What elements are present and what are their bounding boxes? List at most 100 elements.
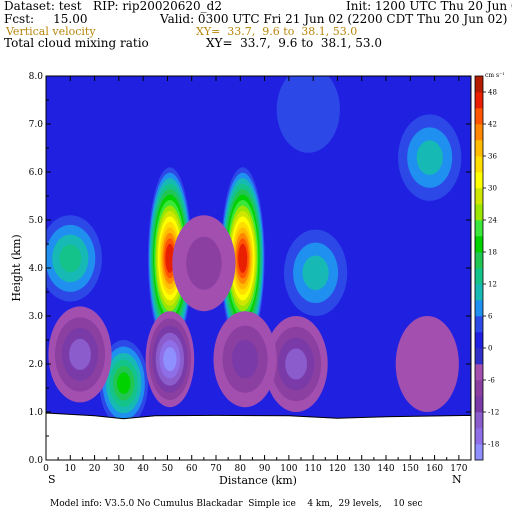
x-axis-ticks: 0 10 20 30 40 50 60 70 80 90 100 110 120 130 140 150 160… — [43, 76, 468, 474]
colorbar-swatch — [475, 444, 483, 461]
colorbar-swatch — [475, 220, 483, 237]
colorbar-swatch — [475, 396, 483, 413]
colorbar-swatch — [475, 316, 483, 333]
contour-level — [232, 340, 259, 379]
colorbar-tick-label: 36 — [488, 153, 497, 161]
colorbar-swatch — [475, 156, 483, 173]
colorbar-swatch — [475, 364, 483, 381]
feature-downdraft-9 — [264, 316, 328, 412]
valid-time-label: Valid: 0300 UTC Fri 21 Jun 02 (2200 CDT … — [160, 12, 508, 26]
colorbar-tick-label: 18 — [488, 249, 497, 257]
contour-level — [276, 76, 340, 153]
y-tick-label: 3.0 — [29, 312, 44, 322]
contour-level — [395, 316, 459, 412]
y-axis-title: Height (km) — [10, 234, 23, 301]
field1-name: Vertical velocity — [6, 25, 96, 38]
feature-updraft-2 — [99, 340, 148, 427]
feature-downdraft-12 — [395, 316, 459, 412]
colorbar-unit-label: cm s⁻¹ — [485, 72, 505, 79]
x-tick-label: 170 — [450, 464, 467, 474]
x-tick-label: 80 — [235, 464, 247, 474]
contour-level — [69, 338, 91, 370]
contour-level — [416, 140, 443, 175]
colorbar-tick-label: 0 — [488, 345, 492, 353]
colorbar-tick-label: 48 — [488, 89, 497, 97]
colorbar-tick-label: 6 — [488, 313, 493, 321]
x-tick-label: 60 — [186, 464, 198, 474]
north-end-label: N — [452, 473, 462, 486]
init-time-label: Init: 1200 UTC Thu 20 Jun 02 — [346, 0, 512, 13]
x-tick-label: 70 — [210, 464, 222, 474]
terrain-profile — [45, 412, 472, 461]
feature-downdraft-10 — [213, 311, 277, 408]
colorbar-swatch — [475, 76, 483, 93]
colorbar-swatch — [475, 172, 483, 189]
colorbar-swatch — [475, 380, 483, 397]
colorbar-swatch — [475, 268, 483, 285]
field2-xy: XY= 33.7, 9.6 to 38.1, 53.0 — [206, 36, 382, 50]
south-end-label: S — [48, 473, 56, 486]
field2-name: Total cloud mixing ratio — [4, 36, 149, 50]
y-tick-label: 2.0 — [29, 360, 44, 370]
contour-level — [165, 243, 175, 273]
x-tick-label: 10 — [65, 464, 77, 474]
x-axis-title: Distance (km) — [219, 474, 297, 487]
y-tick-label: 5.0 — [29, 216, 44, 226]
colorbar-swatch — [475, 124, 483, 141]
colorbar-swatch — [475, 284, 483, 301]
feature-updraft-1 — [220, 167, 265, 350]
contour-level — [117, 372, 131, 395]
x-tick-label: 120 — [329, 464, 346, 474]
colorbar-swatch — [475, 188, 483, 205]
x-tick-label: 150 — [402, 464, 419, 474]
y-tick-label: 6.0 — [29, 168, 44, 178]
x-tick-label: 160 — [426, 464, 443, 474]
y-tick-label: 4.0 — [29, 264, 44, 274]
y-tick-label: 7.0 — [29, 120, 44, 130]
x-tick-label: 90 — [259, 464, 271, 474]
contour-level — [163, 347, 177, 372]
colorbar-swatch — [475, 332, 483, 349]
x-tick-label: 30 — [113, 464, 125, 474]
field1-xy: XY= 33.7, 9.6 to 38.1, 53.0 — [196, 25, 358, 38]
contour-level — [186, 236, 222, 290]
colorbar-swatch — [475, 108, 483, 125]
colorbar-swatch — [475, 252, 483, 269]
x-tick-label: 110 — [305, 464, 322, 474]
colorbar-tick-label: -18 — [488, 441, 499, 449]
feature-downdraft-11 — [172, 215, 236, 312]
y-axis-ticks: 0.0 1.0 2.0 3.0 4.0 5.0 6.0 7.0 8.0 — [29, 72, 471, 466]
colorbar-swatch — [475, 92, 483, 109]
colorbar-frame — [474, 75, 484, 461]
x-tick-label: 40 — [137, 464, 149, 474]
colorbar-tick-label: 30 — [488, 185, 497, 193]
colorbar: 48 42 36 30 24 18 12 6 0 -6 -12 -18 — [474, 75, 499, 461]
contour-level — [285, 348, 307, 380]
x-tick-label: 20 — [89, 464, 101, 474]
colorbar-tick-label: 42 — [488, 121, 497, 129]
feature-updraft-6 — [276, 76, 340, 153]
colorbar-swatch — [475, 348, 483, 365]
x-tick-label: 140 — [377, 464, 394, 474]
forecast-label: Fcst: 15.00 — [4, 12, 88, 26]
x-tick-label: 50 — [162, 464, 174, 474]
x-tick-label: 0 — [43, 464, 49, 474]
y-tick-label: 0.0 — [29, 456, 44, 466]
colorbar-swatch — [475, 140, 483, 157]
feature-updraft-5 — [398, 114, 462, 201]
colorbar-swatch — [475, 204, 483, 221]
vertical-velocity-field — [46, 76, 471, 460]
y-tick-label: 1.0 — [29, 408, 44, 418]
feature-updraft-4 — [284, 229, 348, 316]
contour-level — [302, 255, 329, 291]
x-tick-label: 100 — [280, 464, 297, 474]
y-tick-label: 8.0 — [29, 72, 44, 82]
colorbar-swatch — [475, 428, 483, 445]
contour-level — [59, 244, 82, 273]
colorbar-tick-label: -6 — [488, 377, 495, 385]
x-tick-label: 130 — [353, 464, 370, 474]
colorbar-tick-label: -12 — [488, 409, 499, 417]
contour-level — [238, 243, 248, 273]
feature-updraft-3 — [46, 215, 102, 302]
